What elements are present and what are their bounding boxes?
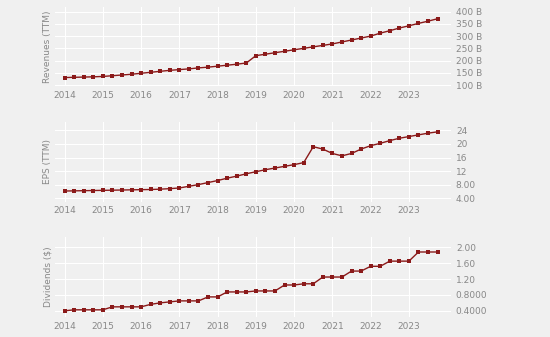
Y-axis label: Revenues (TTM): Revenues (TTM) (43, 10, 52, 83)
Y-axis label: Dividends ($): Dividends ($) (43, 247, 52, 307)
Y-axis label: EPS (TTM): EPS (TTM) (43, 139, 52, 184)
